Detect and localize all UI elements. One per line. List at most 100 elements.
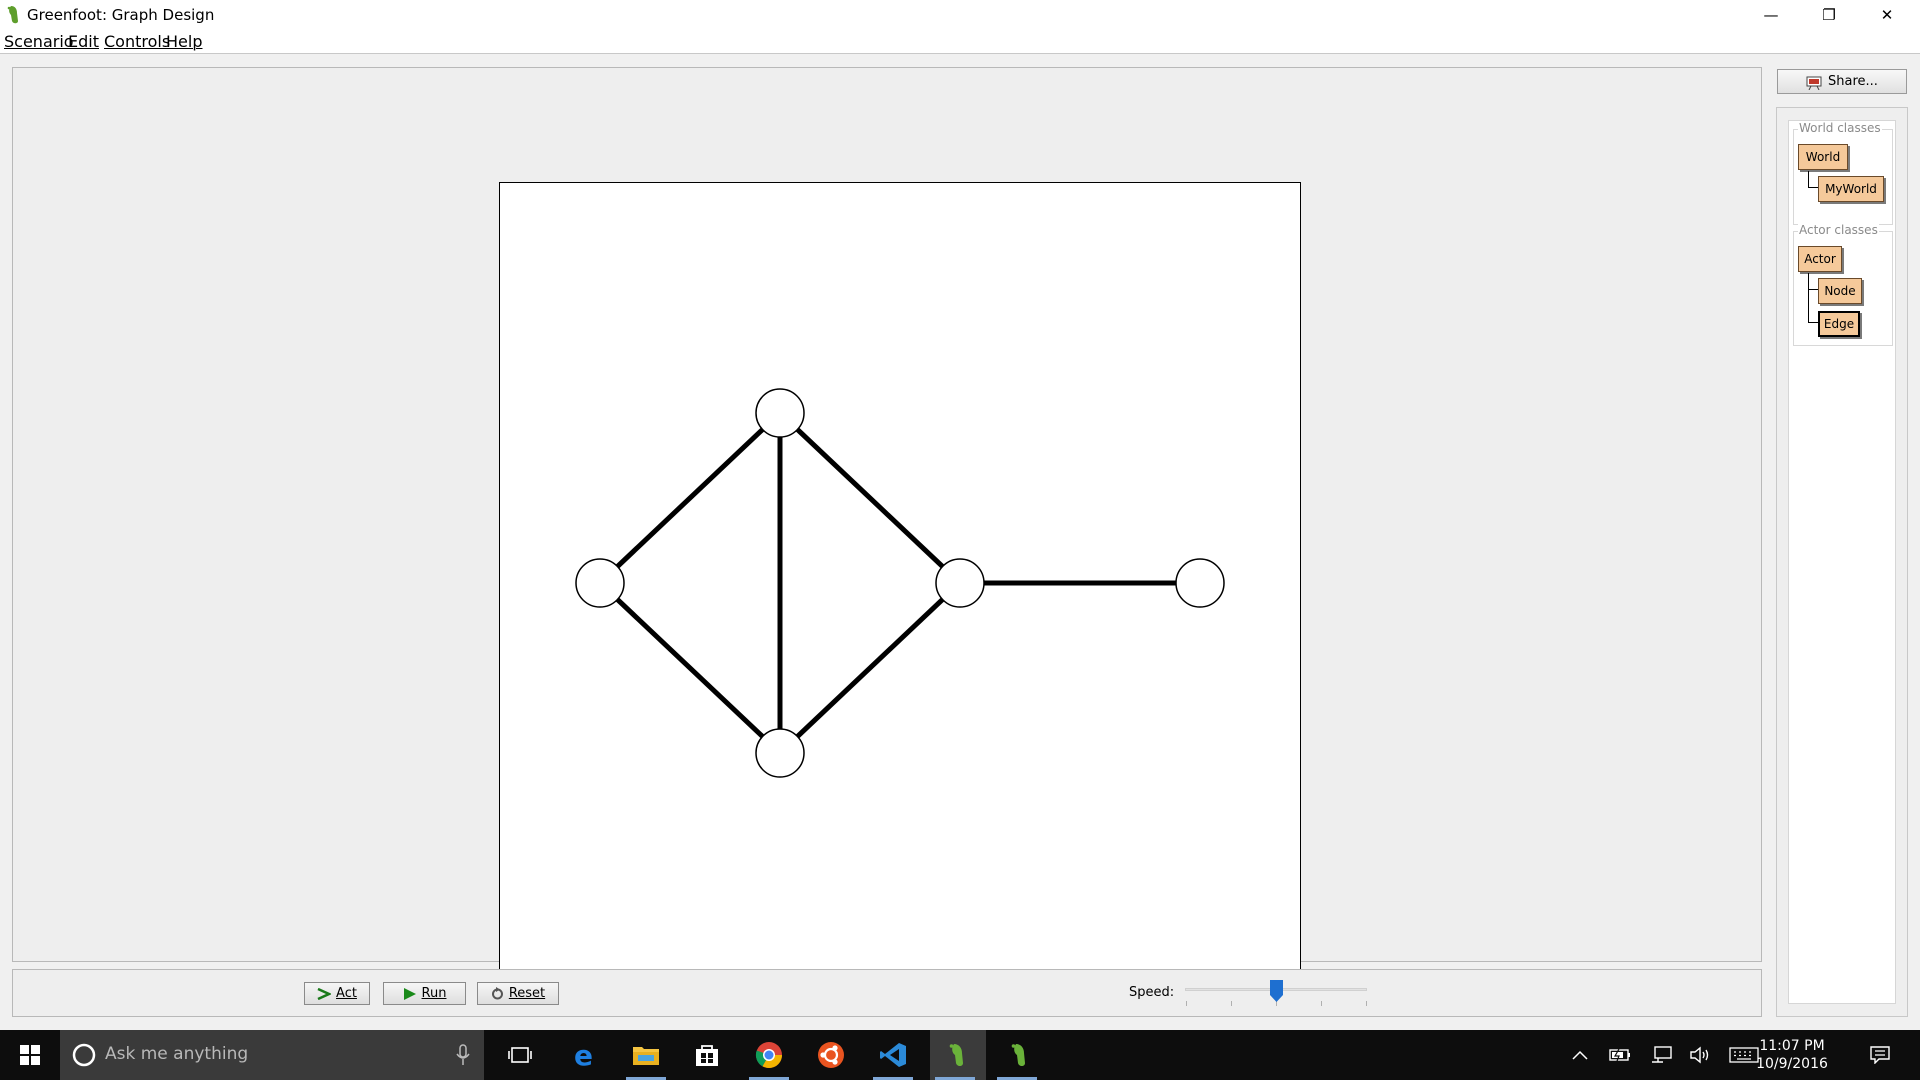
graph-node-far-right[interactable] xyxy=(1175,558,1225,608)
reset-icon xyxy=(491,987,503,1000)
taskbar-app-edge[interactable]: e xyxy=(560,1030,610,1080)
run-button[interactable]: Run xyxy=(383,982,466,1005)
volume-tray-button[interactable] xyxy=(1686,1030,1714,1080)
speed-tick xyxy=(1231,1001,1232,1006)
menu-scenario[interactable]: Scenario xyxy=(4,32,74,51)
speed-tick xyxy=(1321,1001,1322,1006)
menu-bar: Scenario Edit Controls Help xyxy=(0,30,1920,54)
speed-tick xyxy=(1366,1001,1367,1006)
task-view-icon xyxy=(508,1047,532,1063)
graph-node-left[interactable] xyxy=(575,558,625,608)
control-bar: Act Run Reset Speed: xyxy=(12,969,1762,1017)
folder-icon xyxy=(633,1047,659,1065)
speed-slider-thumb[interactable] xyxy=(1269,980,1283,1002)
play-icon xyxy=(403,987,416,1000)
greenfoot-icon xyxy=(1011,1044,1025,1066)
taskbar-app-store[interactable] xyxy=(682,1030,732,1080)
actor-classes-group: Actor classes Actor Node Edge xyxy=(1793,223,1893,346)
inheritance-line xyxy=(1808,289,1819,290)
battery-icon xyxy=(1609,1048,1630,1062)
class-node[interactable]: Node xyxy=(1818,278,1862,304)
minimize-button[interactable]: — xyxy=(1763,6,1779,24)
class-myworld[interactable]: MyWorld xyxy=(1818,176,1884,202)
search-placeholder: Ask me anything xyxy=(105,1044,249,1064)
menu-edit[interactable]: Edit xyxy=(68,32,99,51)
share-button[interactable]: Share... xyxy=(1777,69,1907,94)
share-label: Share... xyxy=(1828,74,1878,89)
taskbar-app-greenfoot[interactable] xyxy=(992,1030,1048,1080)
chrome-icon xyxy=(755,1042,783,1069)
world-canvas[interactable] xyxy=(499,182,1301,984)
inheritance-line xyxy=(1808,322,1819,323)
windows-logo-icon xyxy=(20,1045,40,1065)
class-world[interactable]: World xyxy=(1798,144,1848,170)
keyboard-icon xyxy=(1729,1047,1759,1063)
world-classes-title: World classes xyxy=(1798,121,1882,135)
run-label: Run xyxy=(421,986,447,1001)
maximize-button[interactable]: ❐ xyxy=(1822,6,1836,24)
speed-tick xyxy=(1276,1001,1277,1006)
network-icon xyxy=(1652,1046,1672,1063)
act-icon xyxy=(317,987,332,1000)
menu-controls[interactable]: Controls xyxy=(104,32,171,51)
chevron-up-icon xyxy=(1572,1050,1588,1060)
running-indicator xyxy=(749,1077,789,1080)
graph-node-bottom[interactable] xyxy=(755,728,805,778)
cortana-icon xyxy=(72,1043,96,1067)
close-button[interactable]: ✕ xyxy=(1880,6,1894,24)
reset-label: Reset xyxy=(508,986,546,1001)
inheritance-line xyxy=(1808,187,1819,188)
taskbar-app-file-explorer[interactable] xyxy=(621,1030,671,1080)
greenfoot-icon xyxy=(949,1044,963,1066)
inheritance-line xyxy=(1808,171,1809,188)
network-tray-button[interactable] xyxy=(1648,1030,1676,1080)
notification-icon xyxy=(1870,1046,1890,1064)
speed-label: Speed: xyxy=(1129,985,1175,1000)
taskbar-app-ubuntu[interactable] xyxy=(806,1030,856,1080)
graph-node-top[interactable] xyxy=(755,388,805,438)
graph-edge-bottom-right xyxy=(778,581,962,755)
action-center-button[interactable] xyxy=(1864,1030,1896,1080)
speed-tick xyxy=(1186,1001,1187,1006)
taskbar: Ask me anything e xyxy=(0,1030,1920,1080)
running-indicator xyxy=(935,1077,975,1080)
running-indicator xyxy=(626,1077,666,1080)
greenfoot-app-icon xyxy=(7,6,18,24)
show-hidden-icons-button[interactable] xyxy=(1568,1030,1592,1080)
window-title: Greenfoot: Graph Design xyxy=(27,6,215,24)
world-panel xyxy=(12,67,1762,984)
title-bar: Greenfoot: Graph Design — ❐ ✕ xyxy=(0,0,1920,30)
taskbar-app-visual-studio[interactable] xyxy=(868,1030,918,1080)
clock-time: 11:07 PM xyxy=(1759,1038,1825,1054)
store-icon xyxy=(696,1045,718,1066)
touch-keyboard-button[interactable] xyxy=(1726,1030,1762,1080)
speaker-icon xyxy=(1690,1046,1709,1064)
task-view-button[interactable] xyxy=(495,1030,545,1080)
class-browser: World classes World MyWorld Actor classe… xyxy=(1788,120,1896,1004)
taskbar-app-greenfoot-active[interactable] xyxy=(930,1030,986,1080)
cortana-search-box[interactable]: Ask me anything xyxy=(60,1030,484,1080)
inheritance-line xyxy=(1808,273,1809,323)
clock-date: 10/9/2016 xyxy=(1756,1056,1828,1072)
graph-diagram xyxy=(575,388,1225,778)
graph-edge-top-right xyxy=(778,411,962,585)
microphone-icon[interactable] xyxy=(456,1044,470,1066)
world-classes-group: World classes World MyWorld xyxy=(1793,121,1893,225)
class-browser-panel: World classes World MyWorld Actor classe… xyxy=(1776,107,1908,1017)
act-button[interactable]: Act xyxy=(304,982,370,1005)
reset-button[interactable]: Reset xyxy=(477,982,559,1005)
ubuntu-icon xyxy=(818,1042,844,1068)
graph-edge-top-left xyxy=(598,411,782,585)
menu-help[interactable]: Help xyxy=(166,32,203,51)
graph-node-right[interactable] xyxy=(935,558,985,608)
class-actor[interactable]: Actor xyxy=(1798,246,1842,272)
start-button[interactable] xyxy=(0,1030,60,1080)
taskbar-app-chrome[interactable] xyxy=(744,1030,794,1080)
taskbar-clock[interactable]: 11:07 PM 10/9/2016 xyxy=(1750,1037,1834,1073)
visual-studio-icon xyxy=(880,1043,906,1067)
running-indicator xyxy=(873,1077,913,1080)
svg-text:e: e xyxy=(574,1042,593,1068)
actor-classes-title: Actor classes xyxy=(1798,223,1879,237)
class-edge[interactable]: Edge xyxy=(1818,311,1860,337)
battery-tray-button[interactable] xyxy=(1606,1030,1634,1080)
